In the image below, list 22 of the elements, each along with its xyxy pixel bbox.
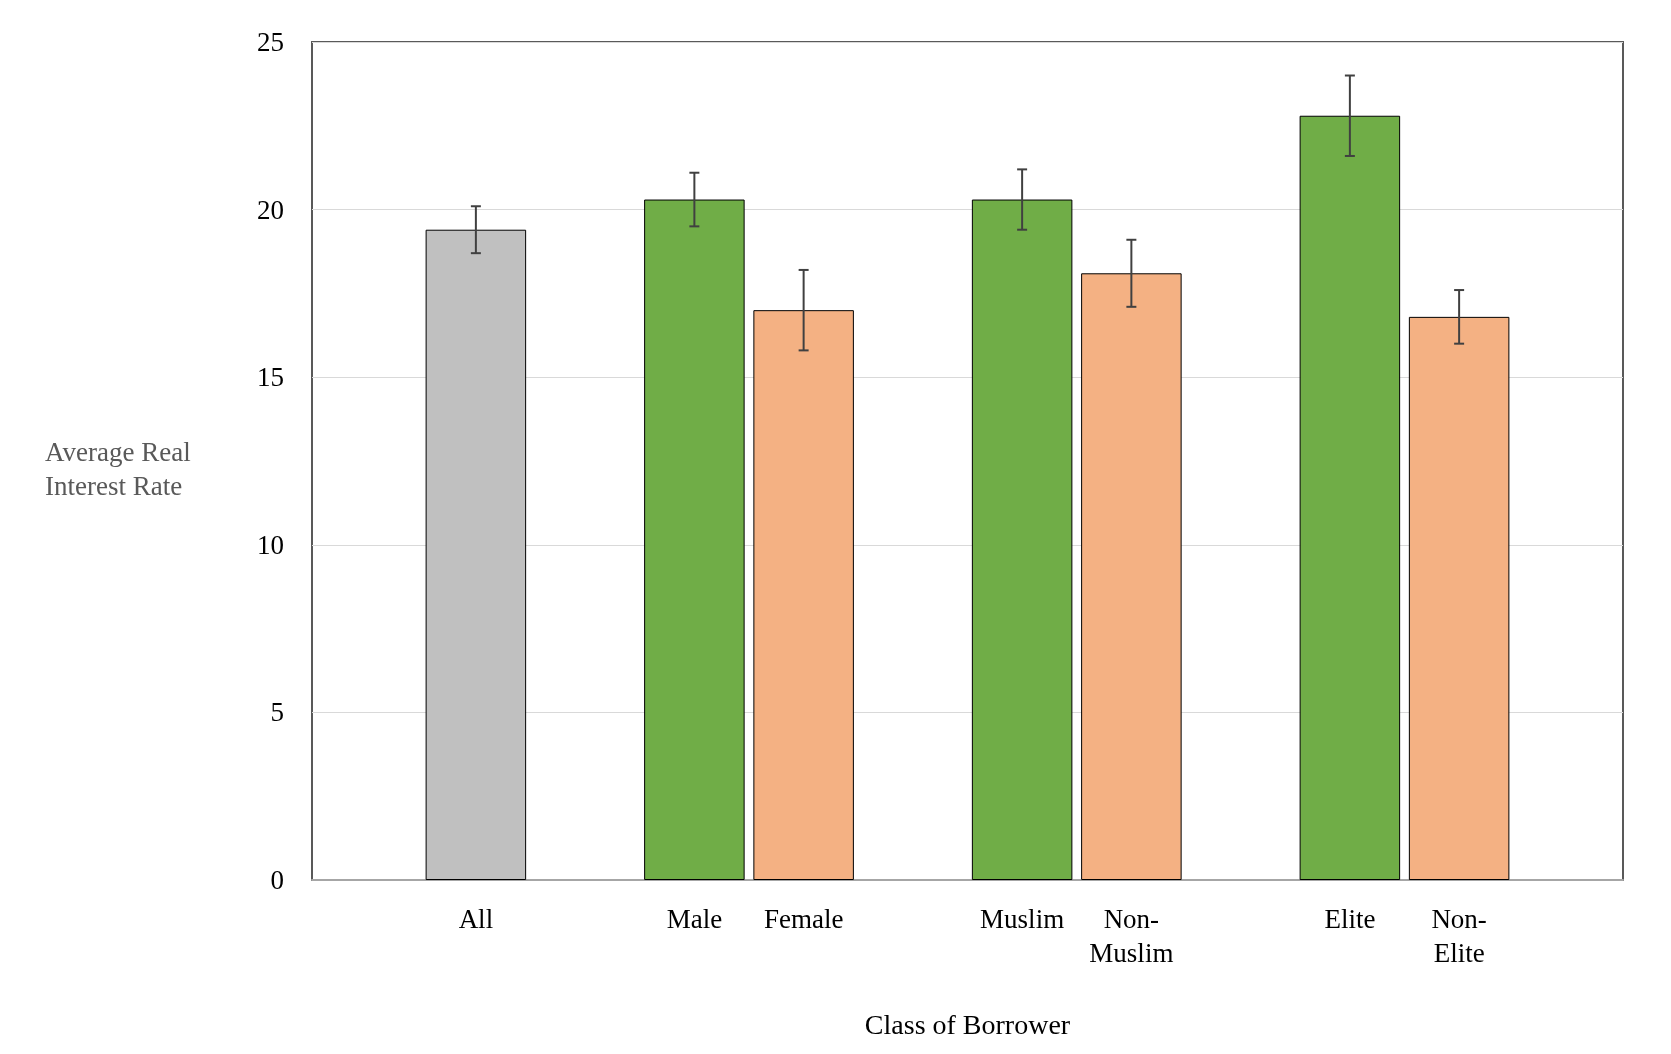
- x-tick-label: Female: [763, 904, 844, 934]
- bar: [425, 229, 527, 880]
- bar: [644, 199, 745, 880]
- y-tick-label: 25: [257, 27, 284, 57]
- y-tick-label: 0: [270, 865, 284, 895]
- x-tick-label: Non-Elite: [1431, 904, 1487, 968]
- x-tick-label: Elite: [1324, 904, 1376, 934]
- bar: [753, 310, 854, 880]
- y-tick-label: 20: [257, 194, 284, 225]
- y-tick-label: 10: [257, 529, 284, 560]
- y-axis-title: Average Real Interest Rate: [45, 437, 198, 501]
- x-tick-label: Male: [666, 904, 723, 934]
- x-tick-label: All: [458, 904, 494, 934]
- x-tick-label: Muslim: [980, 904, 1065, 934]
- bar: [1408, 316, 1510, 880]
- bar: [1081, 273, 1182, 880]
- bar: [1299, 115, 1401, 880]
- x-axis-title: Class of Borrower: [864, 1008, 1071, 1040]
- bar: [971, 199, 1073, 880]
- y-tick-label: 15: [257, 362, 284, 393]
- y-tick-label: 5: [270, 697, 284, 728]
- x-tick-label: Non-Muslim: [1089, 904, 1174, 968]
